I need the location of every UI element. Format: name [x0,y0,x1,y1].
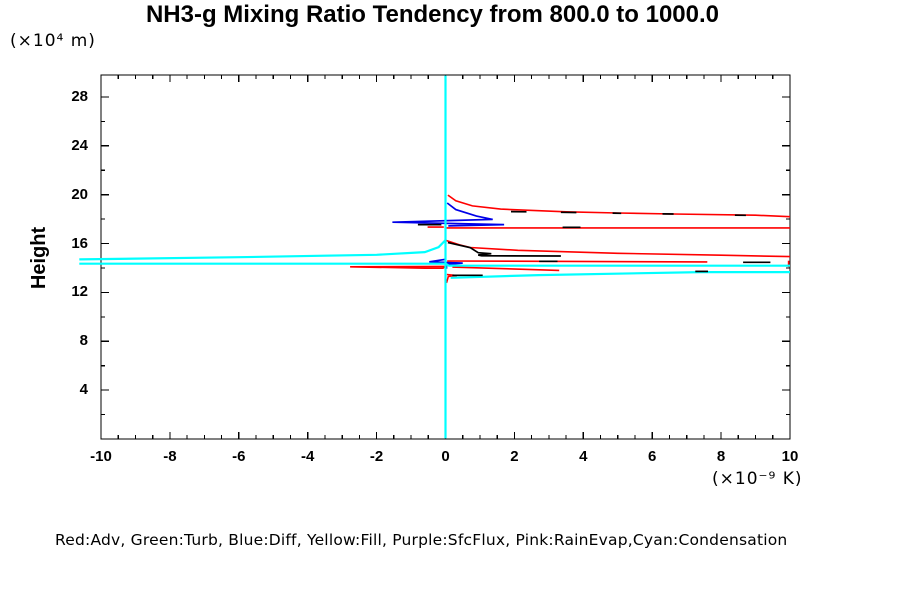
x-tick-label: 2 [510,448,519,465]
series-condensation [79,239,447,261]
legend-text: Red:Adv, Green:Turb, Blue:Diff, Yellow:F… [55,531,788,549]
y-tick-label: 20 [71,185,88,203]
series-adv [452,266,560,272]
series-diff [392,202,505,227]
x-tick-label: -8 [163,448,177,465]
x-tick-label: -4 [301,448,315,465]
x-tick-label: 0 [441,448,450,465]
x-tick-label: -2 [369,448,384,465]
y-tick-label: 24 [71,136,88,154]
series-adv [445,239,791,258]
x-tick-label: 4 [579,448,588,465]
series-adv [447,260,708,263]
y-tick-label: 16 [71,234,88,252]
y-axis-unit-label: (×10⁴ m) [10,31,96,51]
series-condensation [79,262,790,267]
y-axis-title: Height [28,226,50,290]
x-axis-unit-label: (×10⁻⁹ K) [712,469,803,489]
series-adv [350,265,446,270]
x-tick-label: 6 [648,448,657,465]
y-tick-label: 12 [71,283,88,301]
y-tick-label: 28 [71,87,88,105]
x-tick-label: -6 [232,448,246,465]
y-tick-label: 8 [79,332,88,350]
y-tick-label: 4 [79,381,88,399]
series-unlabeled-black-overlay [447,241,561,257]
x-tick-label: 10 [781,448,799,465]
x-tick-label: -10 [90,448,112,465]
chart-title: NH3-g Mixing Ratio Tendency from 800.0 t… [145,1,720,28]
series-condensation [450,271,790,279]
x-tick-label: 8 [716,448,726,465]
